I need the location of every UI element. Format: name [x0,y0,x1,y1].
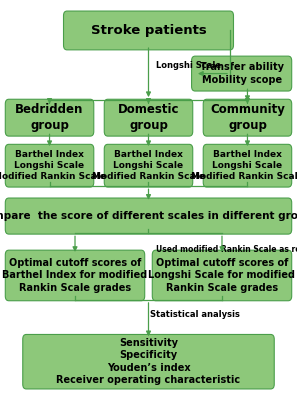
FancyBboxPatch shape [104,144,193,187]
Text: Community
group: Community group [210,103,285,132]
FancyBboxPatch shape [203,99,292,136]
Text: Longshi Scale: Longshi Scale [156,61,221,70]
Text: Used modified Rankin Scale as reference: Used modified Rankin Scale as reference [156,244,297,254]
Text: Domestic
group: Domestic group [118,103,179,132]
Text: Stroke patients: Stroke patients [91,24,206,37]
Text: Bedridden
group: Bedridden group [15,103,84,132]
Text: Compare  the score of different scales in different groups: Compare the score of different scales in… [0,211,297,221]
FancyBboxPatch shape [5,198,292,234]
FancyBboxPatch shape [5,144,94,187]
Text: Barthel Index
Longshi Scale
Modified Rankin Scale: Barthel Index Longshi Scale Modified Ran… [92,150,205,181]
Text: Sensitivity
Specificity
Youden’s index
Receiver operating characteristic: Sensitivity Specificity Youden’s index R… [56,338,241,385]
FancyBboxPatch shape [104,99,193,136]
Text: Transfer ability
Mobility scope: Transfer ability Mobility scope [200,62,284,85]
FancyBboxPatch shape [5,99,94,136]
FancyBboxPatch shape [64,11,233,50]
Text: Barthel Index
Longshi Scale
Modified Rankin Scale: Barthel Index Longshi Scale Modified Ran… [191,150,297,181]
Text: Optimal cutoff scores of
Longshi Scale for modified
Rankin Scale grades: Optimal cutoff scores of Longshi Scale f… [148,258,296,293]
Text: Barthel Index
Longshi Scale
Modified Rankin Scale: Barthel Index Longshi Scale Modified Ran… [0,150,106,181]
Text: Statistical analysis: Statistical analysis [150,310,240,319]
FancyBboxPatch shape [152,250,292,301]
Text: Optimal cutoff scores of
Barthel Index for modified
Rankin Scale grades: Optimal cutoff scores of Barthel Index f… [2,258,148,293]
FancyBboxPatch shape [5,250,145,301]
FancyBboxPatch shape [192,56,292,91]
FancyBboxPatch shape [23,334,274,389]
FancyBboxPatch shape [203,144,292,187]
